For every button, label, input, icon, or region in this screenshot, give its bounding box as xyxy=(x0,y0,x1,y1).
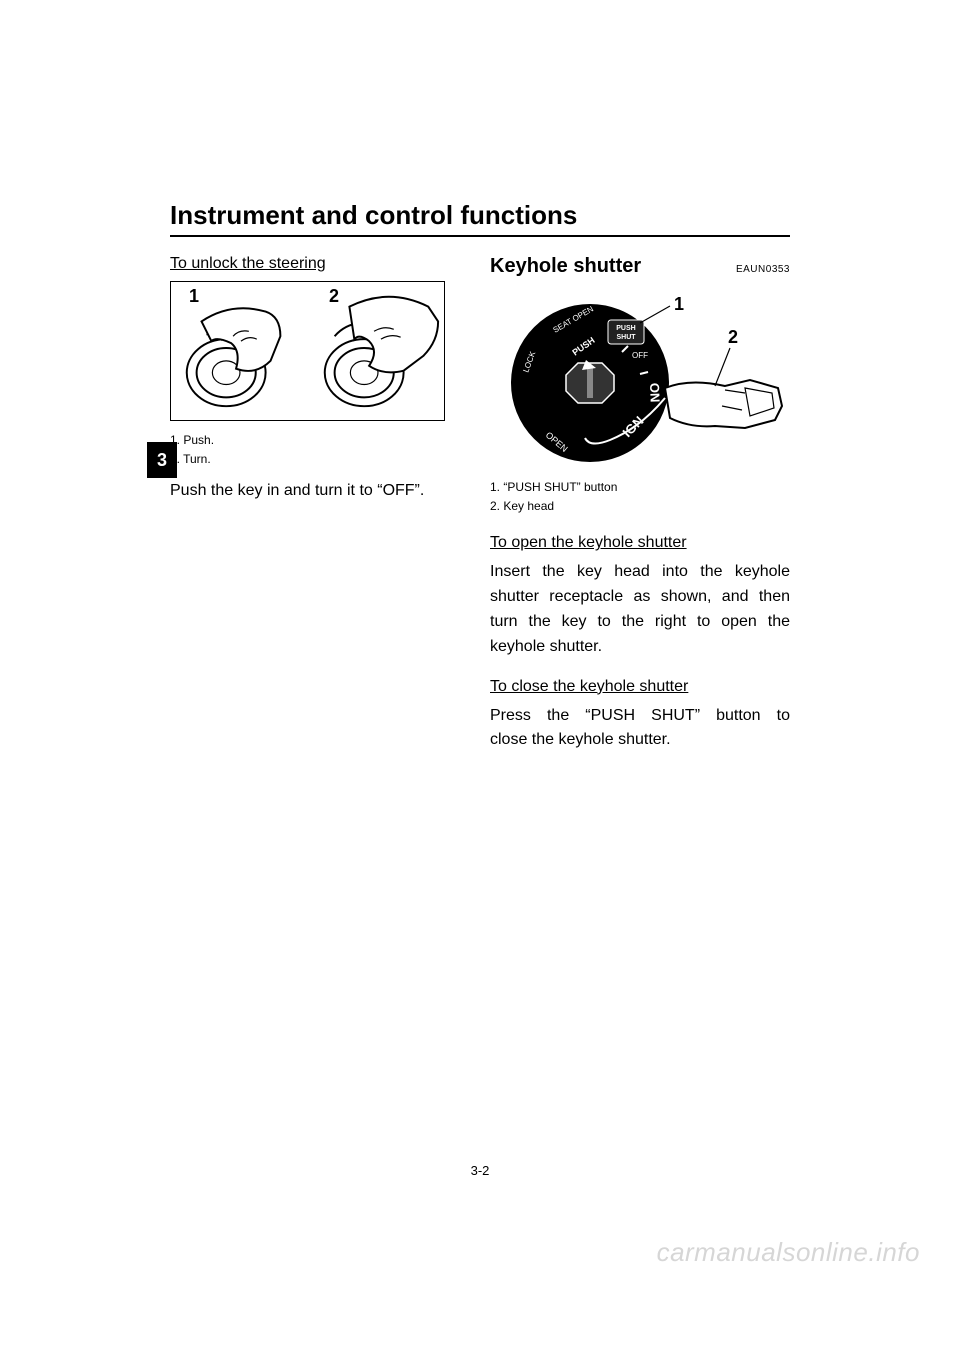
keyhole-fig-label-2: 2 xyxy=(728,327,738,347)
page: Instrument and control functions 3 To un… xyxy=(0,0,960,1358)
unlock-body-text: Push the key in and turn it to “OFF”. xyxy=(170,479,470,504)
page-number: 3-2 xyxy=(0,1163,960,1178)
open-shutter-body: Insert the key head into the keyhole shu… xyxy=(490,560,790,659)
push-shut-text-1: PUSH xyxy=(616,325,635,332)
push-shut-text-2: SHUT xyxy=(616,334,636,341)
figure-label-2: 2 xyxy=(329,286,339,307)
open-shutter-heading: To open the keyhole shutter xyxy=(490,534,790,552)
keyhole-illustration: PUSH SHUT SEAT OPEN LOCK OPEN IGN ON OFF… xyxy=(490,288,790,468)
caption-push-shut-button: 1. “PUSH SHUT” button xyxy=(490,478,790,497)
unlock-steering-illustration xyxy=(171,282,444,420)
caption-key-head: 2. Key head xyxy=(490,497,790,516)
label-on: ON xyxy=(647,383,663,403)
caption-turn: 2. Turn. xyxy=(170,450,470,469)
close-shutter-body-line2: close the keyhole shutter. xyxy=(490,728,790,753)
close-shutter-heading: To close the keyhole shutter xyxy=(490,678,790,696)
unlock-steering-figure: 1 2 xyxy=(170,281,445,421)
keyhole-caption-list: 1. “PUSH SHUT” button 2. Key head xyxy=(490,478,790,516)
two-column-layout: To unlock the steering 1 2 xyxy=(170,255,790,753)
keyhole-figure: PUSH SHUT SEAT OPEN LOCK OPEN IGN ON OFF… xyxy=(490,288,790,468)
keyhole-shutter-title: Keyhole shutter xyxy=(490,255,641,278)
keyhole-fig-label-1: 1 xyxy=(674,294,684,314)
unlock-caption-list: 1. Push. 2. Turn. xyxy=(170,431,470,469)
close-shutter-body-line1: Press the “PUSH SHUT” button to xyxy=(490,704,790,729)
figure-label-1: 1 xyxy=(189,286,199,307)
doc-code: EAUN0353 xyxy=(736,264,790,275)
right-column: Keyhole shutter EAUN0353 PUSH xyxy=(490,255,790,753)
caption-push: 1. Push. xyxy=(170,431,470,450)
unlock-steering-heading: To unlock the steering xyxy=(170,255,470,273)
chapter-title: Instrument and control functions xyxy=(170,200,790,237)
chapter-tab: 3 xyxy=(147,442,177,478)
label-off: OFF xyxy=(632,351,648,360)
left-column: To unlock the steering 1 2 xyxy=(170,255,470,753)
watermark: carmanualsonline.info xyxy=(657,1237,920,1268)
